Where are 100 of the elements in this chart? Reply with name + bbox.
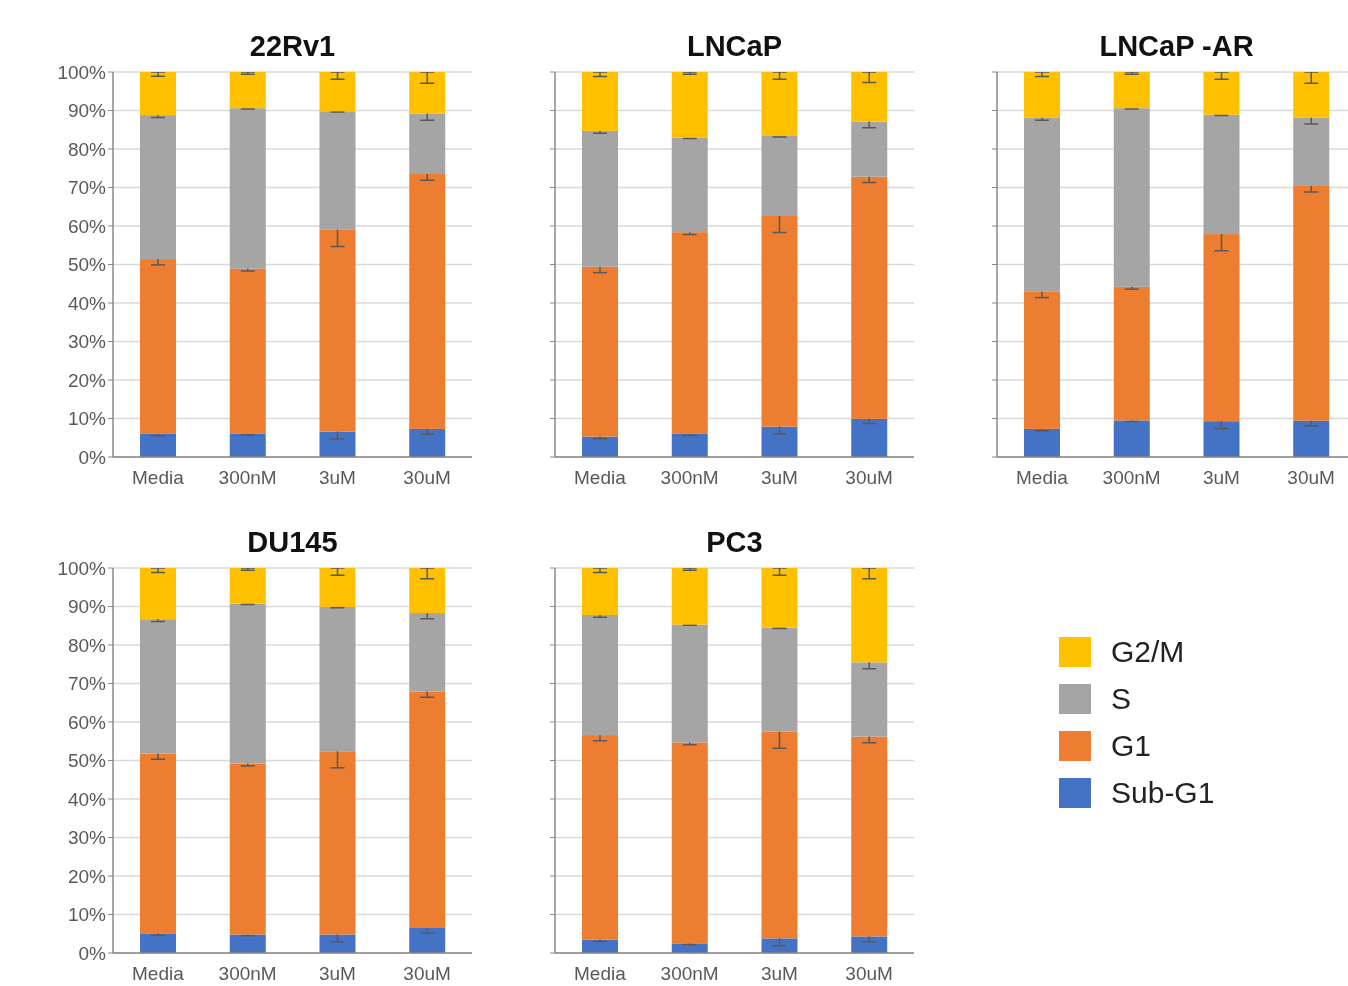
bar — [851, 176, 888, 419]
y-tick-label: 50% — [67, 750, 107, 772]
chart-title: DU145 — [246, 526, 339, 559]
bar — [851, 662, 888, 737]
bar — [229, 72, 266, 109]
x-tick-label: Media — [132, 963, 185, 985]
bar — [409, 428, 446, 457]
bar — [671, 624, 708, 743]
bar — [1113, 286, 1150, 421]
bar — [582, 939, 618, 953]
legend-label: G2/M — [1111, 634, 1185, 669]
bar — [319, 568, 356, 607]
y-tick-label: 90% — [67, 100, 107, 122]
bar — [140, 72, 176, 116]
bar — [582, 72, 618, 131]
bar — [851, 736, 888, 937]
bar — [671, 137, 708, 233]
bar — [1293, 185, 1330, 421]
y-tick-label: 60% — [67, 711, 107, 733]
bar — [1203, 234, 1240, 422]
legend-label: G1 — [1111, 728, 1152, 763]
bar — [761, 627, 798, 732]
y-tick-label: 10% — [67, 904, 107, 926]
bar — [1024, 72, 1060, 118]
bar — [319, 431, 356, 457]
x-tick-label: 30uM — [403, 963, 451, 985]
x-tick-label: 3uM — [318, 467, 356, 489]
bar — [671, 742, 708, 944]
bar — [1293, 117, 1330, 186]
bar — [671, 943, 708, 953]
bar — [140, 115, 176, 260]
y-tick-label: 20% — [67, 369, 107, 391]
y-tick-label: 40% — [67, 788, 107, 810]
bar — [319, 751, 356, 935]
bar — [229, 603, 266, 764]
x-tick-label: 30uM — [845, 963, 893, 985]
bar — [409, 113, 446, 175]
x-tick-label: 30uM — [845, 467, 893, 489]
x-tick-label: 3uM — [318, 963, 356, 985]
y-tick-label: 30% — [67, 331, 107, 353]
x-tick-label: 300nM — [218, 963, 277, 985]
chart-title: 22Rv1 — [248, 30, 337, 63]
bar — [851, 936, 888, 953]
x-tick-label: 30uM — [403, 467, 451, 489]
legend-label: S — [1111, 681, 1132, 716]
bar — [671, 232, 708, 434]
bar — [1203, 114, 1240, 235]
x-tick-label: Media — [1016, 467, 1069, 489]
x-tick-label: 30uM — [1287, 467, 1335, 489]
y-tick-label: 20% — [67, 865, 107, 887]
bar — [1203, 72, 1240, 115]
bar — [409, 174, 446, 429]
bar — [851, 568, 888, 663]
y-tick-label: 0% — [78, 446, 107, 468]
x-tick-label: 300nM — [660, 963, 719, 985]
chart-title: PC3 — [705, 526, 764, 559]
bar — [1113, 72, 1150, 109]
bar — [761, 568, 798, 628]
x-tick-label: Media — [574, 467, 627, 489]
bar — [761, 938, 798, 953]
bar — [319, 229, 356, 432]
bar — [671, 433, 708, 457]
chart-title: LNCaP -AR — [1098, 30, 1255, 63]
y-tick-label: 0% — [78, 942, 107, 964]
bar — [851, 418, 888, 457]
bar — [140, 753, 176, 934]
bar — [409, 691, 446, 928]
x-tick-label: 3uM — [760, 467, 798, 489]
y-tick-label: 70% — [67, 177, 107, 199]
bar — [761, 72, 798, 136]
y-tick-label: 80% — [67, 138, 107, 160]
x-tick-label: Media — [132, 467, 185, 489]
bar — [229, 108, 266, 269]
x-tick-label: Media — [574, 963, 627, 985]
y-tick-label: 60% — [67, 215, 107, 237]
bar — [671, 568, 708, 625]
y-tick-label: 70% — [67, 673, 107, 695]
bar — [409, 568, 446, 614]
bar — [140, 933, 176, 953]
bar — [582, 568, 618, 615]
bar — [409, 927, 446, 953]
bar — [319, 72, 356, 112]
bar — [140, 619, 176, 754]
y-tick-label: 90% — [67, 596, 107, 618]
x-tick-label: 3uM — [1202, 467, 1240, 489]
bar — [229, 433, 266, 457]
bar — [1113, 108, 1150, 287]
y-tick-label: 10% — [67, 408, 107, 430]
bar — [140, 259, 176, 434]
x-tick-label: 300nM — [218, 467, 277, 489]
x-tick-label: 300nM — [1102, 467, 1161, 489]
bar — [851, 121, 888, 177]
bar — [761, 135, 798, 216]
bar — [851, 72, 888, 122]
bar — [319, 606, 356, 752]
bar — [140, 568, 176, 620]
bar — [1024, 428, 1060, 457]
x-tick-label: 3uM — [760, 963, 798, 985]
bar — [229, 934, 266, 953]
bar — [1293, 420, 1330, 457]
